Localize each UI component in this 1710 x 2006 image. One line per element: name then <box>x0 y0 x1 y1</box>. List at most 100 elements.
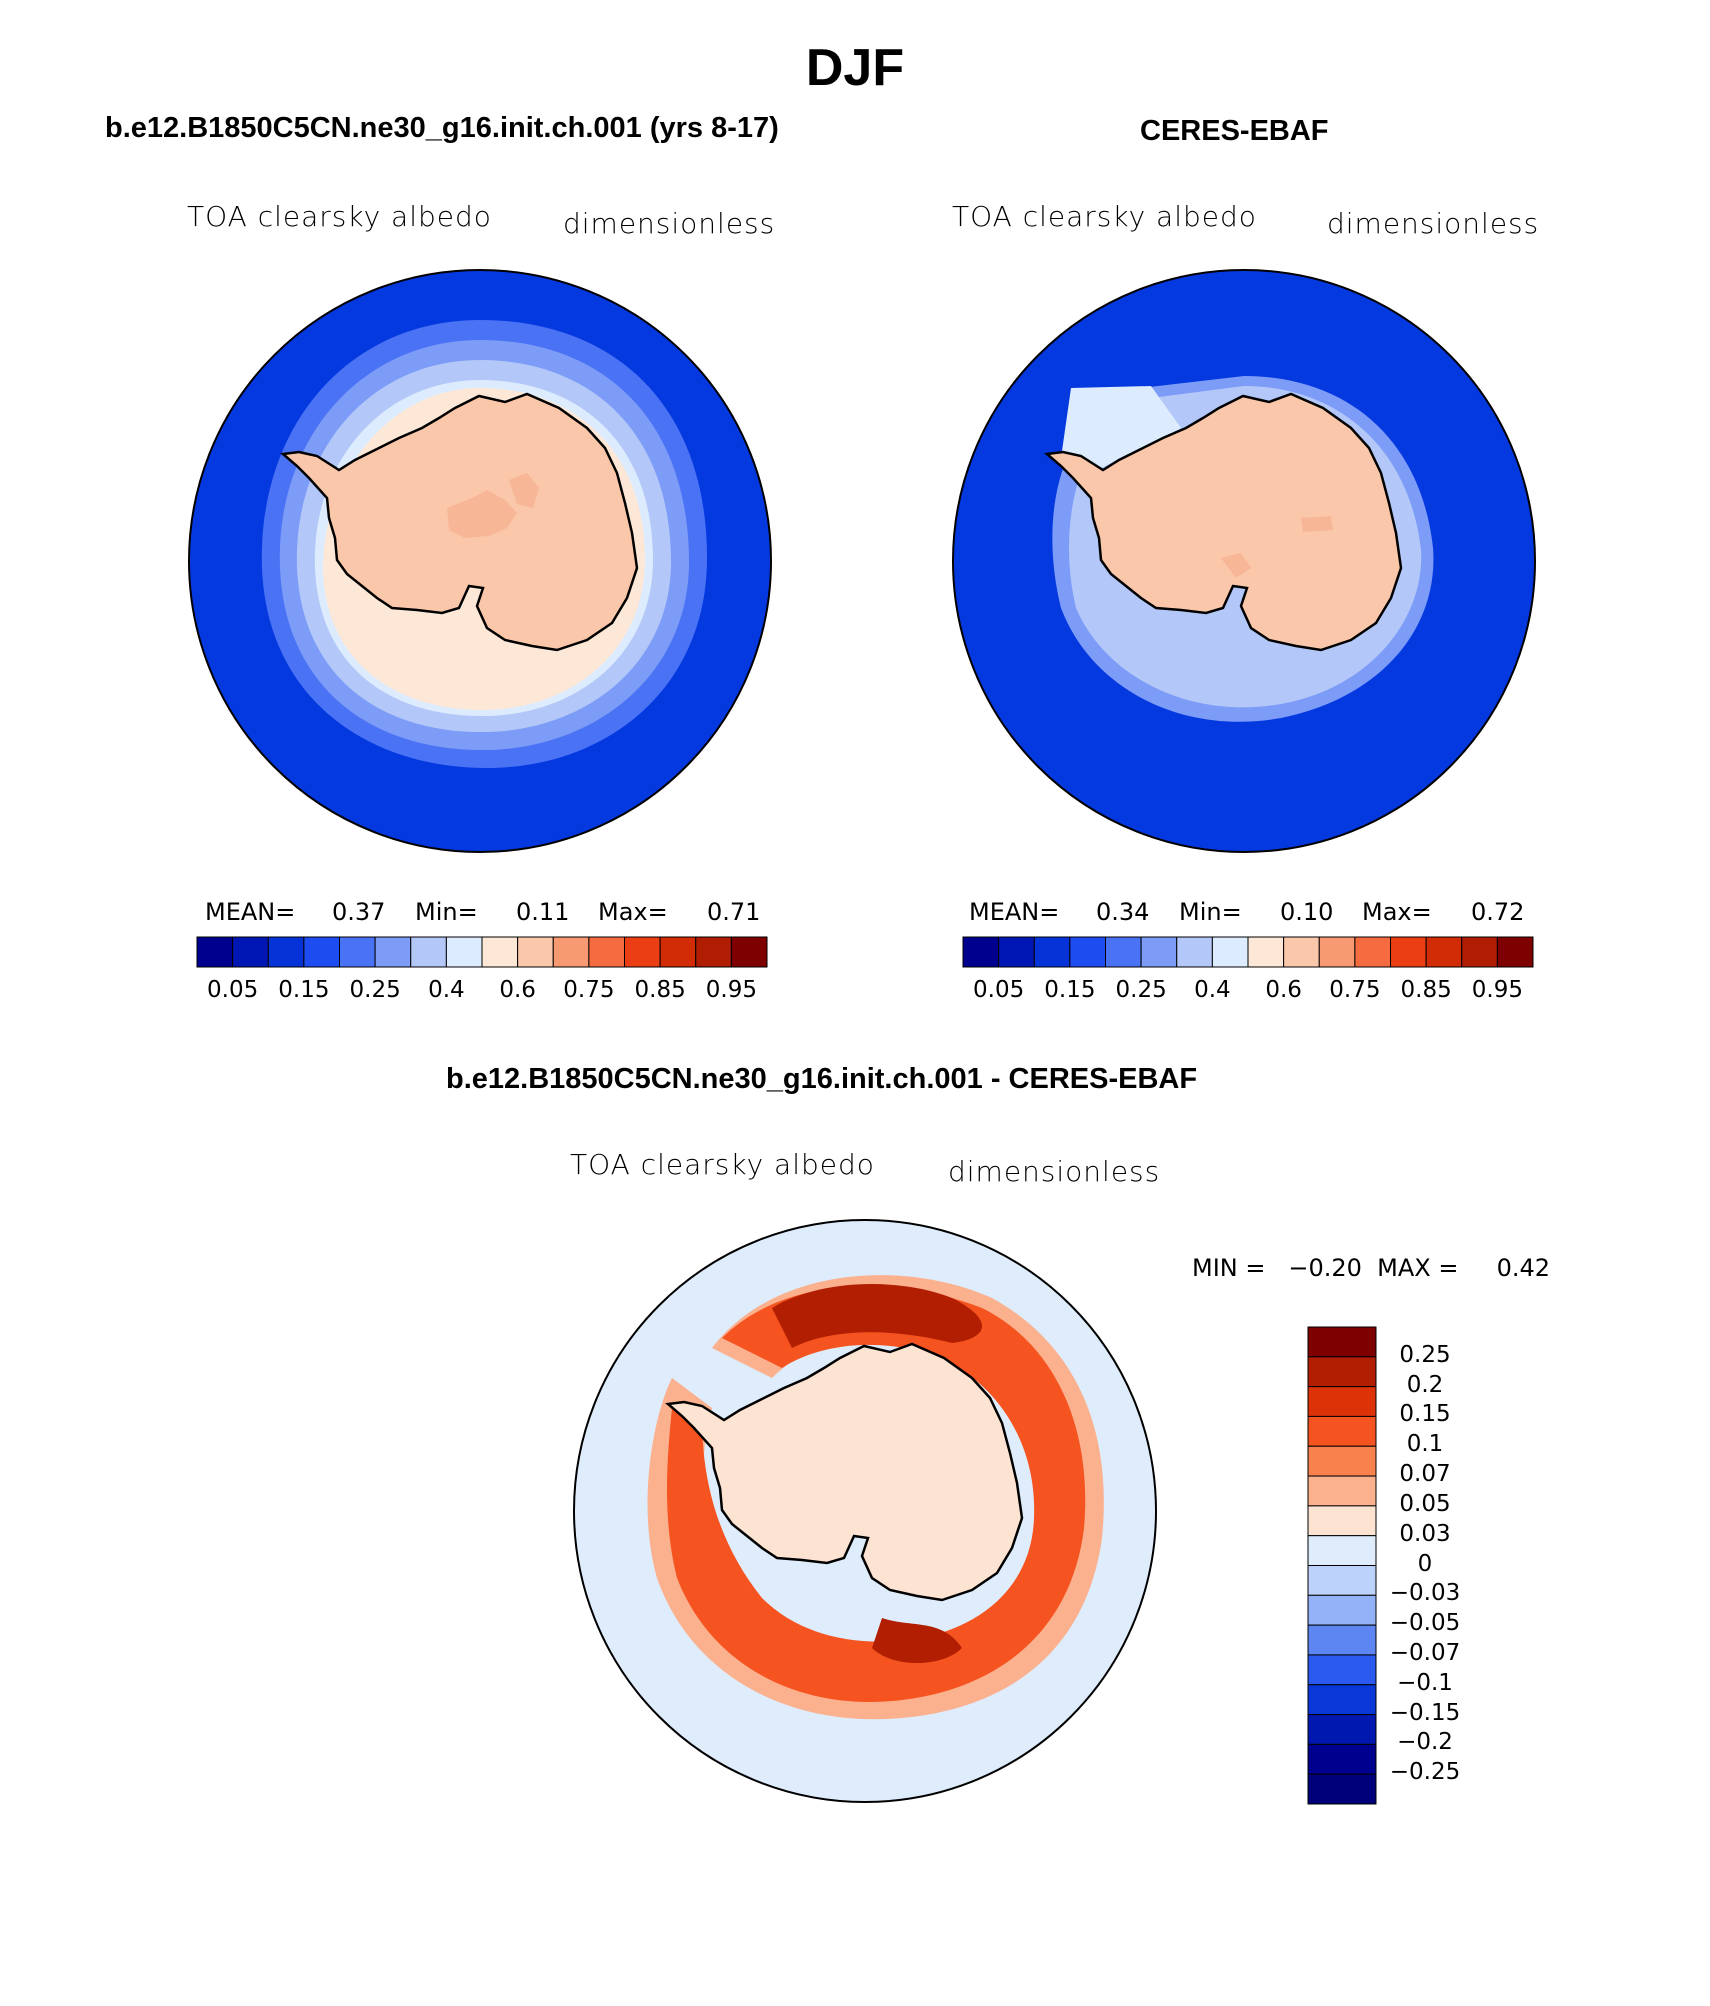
colorbar-tick-label: 0.4 <box>428 977 465 1003</box>
stat-mean-label-obs: MEAN= <box>969 898 1060 926</box>
colorbar-tick-label: 0.03 <box>1399 1520 1451 1547</box>
colorbar-tick-label: 0.95 <box>705 977 757 1003</box>
colorbar-tick-label: 0.15 <box>1044 977 1096 1003</box>
colorbar-tick-label: 0.25 <box>1115 977 1167 1003</box>
colorbar-tick-label: −0.25 <box>1389 1759 1461 1786</box>
main-title: DJF <box>805 39 905 97</box>
colorbar-swatch <box>374 936 412 968</box>
colorbar-swatch <box>303 936 340 968</box>
colorbar-tick-label: −0.03 <box>1389 1580 1461 1607</box>
colorbar-swatch <box>552 936 590 968</box>
map-diff <box>573 1219 1157 1803</box>
colorbar-tick-label: 0.1 <box>1406 1431 1444 1458</box>
colorbar-swatch <box>730 936 768 968</box>
colorbar-tick-label: 0.25 <box>1399 1341 1451 1368</box>
colorbar-swatch <box>339 936 376 968</box>
colorbar-tick-label: 0.85 <box>634 977 686 1003</box>
colorbar-swatch <box>1461 936 1498 968</box>
colorbar-obs <box>962 936 1534 968</box>
colorbar-tick-label: −0.15 <box>1389 1699 1461 1726</box>
colorbar-tick-label: 0.05 <box>973 977 1025 1003</box>
colorbar-swatch <box>1307 1714 1377 1745</box>
colorbar-tick-label: 0.05 <box>1399 1490 1451 1517</box>
colorbar-swatch <box>659 936 697 968</box>
colorbar-tick-label: 0.15 <box>1399 1401 1451 1428</box>
stat-min-model: 0.11 <box>516 898 570 926</box>
colorbar-swatch <box>998 936 1035 968</box>
stat-min-label-model: Min= <box>415 898 478 926</box>
stat-max-label-obs: Max= <box>1362 898 1432 926</box>
stat-min-obs: 0.10 <box>1280 898 1334 926</box>
colorbar-swatch <box>410 936 447 968</box>
colorbar-swatch <box>1307 1326 1377 1358</box>
colorbar-swatch <box>1307 1356 1377 1388</box>
panel-title-obs: CERES-EBAF <box>1140 115 1329 147</box>
colorbar-swatch <box>1069 936 1106 968</box>
units-label-model: dimensionless <box>563 207 776 240</box>
colorbar-tick-label: −0.07 <box>1389 1639 1461 1666</box>
colorbar-swatch <box>1105 936 1142 968</box>
colorbar-tick-label: 0.2 <box>1406 1371 1444 1398</box>
colorbar-model <box>196 936 768 968</box>
colorbar-swatch <box>1307 1594 1377 1626</box>
stat-mean-label-model: MEAN= <box>205 898 296 926</box>
stat-max-obs: 0.72 <box>1471 898 1525 926</box>
colorbar-swatch <box>1307 1535 1377 1566</box>
stat-min-label-obs: Min= <box>1179 898 1242 926</box>
stat-max-model: 0.71 <box>707 898 761 926</box>
colorbar-swatch <box>1307 1445 1377 1477</box>
colorbar-swatch <box>1247 936 1285 968</box>
variable-label-model: TOA clearsky albedo <box>187 200 492 233</box>
variable-label-obs: TOA clearsky albedo <box>952 200 1257 233</box>
colorbar-tick-label: 0.95 <box>1471 977 1523 1003</box>
map-model <box>188 269 772 853</box>
colorbar-swatch <box>624 936 661 968</box>
stat-mean-obs: 0.34 <box>1096 898 1150 926</box>
colorbar-swatch <box>1176 936 1213 968</box>
colorbar-swatch <box>1425 936 1463 968</box>
stat-mean-model: 0.37 <box>332 898 386 926</box>
colorbar-swatch <box>1307 1684 1377 1716</box>
colorbar-swatch <box>1496 936 1534 968</box>
colorbar-tick-label: 0.75 <box>1329 977 1381 1003</box>
colorbar-swatch <box>1307 1505 1377 1537</box>
colorbar-swatch <box>445 936 483 968</box>
colorbar-swatch <box>1318 936 1356 968</box>
units-label-obs: dimensionless <box>1327 207 1540 240</box>
colorbar-tick-label: −0.05 <box>1389 1610 1461 1637</box>
colorbar-swatch <box>695 936 732 968</box>
colorbar-tick-label: 0 <box>1417 1550 1433 1577</box>
colorbar-swatch <box>1307 1624 1377 1656</box>
colorbar-swatch <box>962 936 1000 968</box>
colorbar-tick-label: 0.75 <box>563 977 615 1003</box>
colorbar-swatch <box>588 936 625 968</box>
colorbar-swatch <box>1283 936 1320 968</box>
colorbar-swatch <box>1354 936 1391 968</box>
colorbar-tick-label: 0.07 <box>1399 1461 1451 1488</box>
colorbar-tick-label: 0.25 <box>349 977 401 1003</box>
colorbar-swatch <box>267 936 305 968</box>
panel-title-model: b.e12.B1850C5CN.ne30_g16.init.ch.001 (yr… <box>105 112 779 144</box>
colorbar-tick-label: 0.15 <box>278 977 330 1003</box>
colorbar-tick-label: −0.2 <box>1397 1729 1453 1756</box>
colorbar-swatch <box>1307 1565 1377 1596</box>
colorbar-tick-label: 0.6 <box>499 977 536 1003</box>
colorbar-swatch <box>1307 1773 1377 1805</box>
colorbar-swatch <box>1307 1654 1377 1686</box>
colorbar-tick-label: 0.4 <box>1194 977 1231 1003</box>
colorbar-swatch <box>1307 1743 1377 1775</box>
colorbar-swatch <box>1307 1386 1377 1417</box>
colorbar-tick-label: 0.05 <box>207 977 259 1003</box>
colorbar-tick-label: 0.6 <box>1265 977 1302 1003</box>
colorbar-swatch <box>481 936 519 968</box>
colorbar-diff <box>1307 1326 1377 1805</box>
colorbar-swatch <box>1140 936 1178 968</box>
colorbar-swatch <box>196 936 234 968</box>
map-obs <box>952 269 1536 853</box>
colorbar-tick-label: −0.1 <box>1397 1669 1453 1696</box>
colorbar-swatch <box>232 936 269 968</box>
colorbar-swatch <box>1033 936 1071 968</box>
colorbar-swatch <box>1307 1475 1377 1507</box>
colorbar-swatch <box>1307 1415 1377 1447</box>
stat-max-label-model: Max= <box>598 898 668 926</box>
